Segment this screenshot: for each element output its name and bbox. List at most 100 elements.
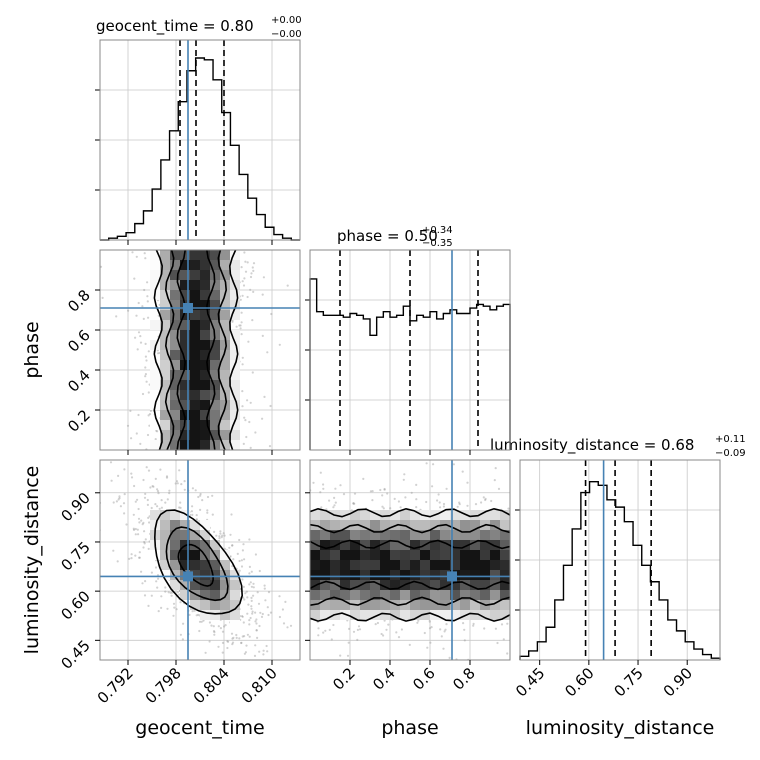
density-cell bbox=[470, 520, 480, 530]
sample-point bbox=[415, 483, 418, 486]
density-cell bbox=[470, 530, 480, 540]
sample-point bbox=[281, 608, 284, 611]
sample-point bbox=[241, 635, 244, 638]
density-cell bbox=[220, 430, 230, 440]
sample-point bbox=[240, 641, 243, 645]
density-cell bbox=[210, 340, 220, 350]
sample-point bbox=[179, 506, 182, 509]
contour-line bbox=[153, 250, 164, 450]
density-cell bbox=[420, 560, 430, 570]
density-cell bbox=[320, 580, 330, 590]
title-upper-error: +0.11 bbox=[715, 434, 746, 445]
sample-point bbox=[437, 493, 440, 496]
sample-point bbox=[379, 488, 382, 492]
sample-point bbox=[147, 547, 150, 551]
density-cell bbox=[220, 560, 230, 570]
density-cell bbox=[430, 570, 440, 580]
density-cell bbox=[200, 420, 210, 430]
density-cell bbox=[310, 530, 320, 540]
density-cell bbox=[310, 560, 320, 570]
density-cell bbox=[190, 550, 200, 560]
sample-point bbox=[369, 490, 372, 493]
density-cell bbox=[160, 550, 170, 560]
density-cell bbox=[180, 440, 190, 450]
x-tick-label: 0.810 bbox=[238, 664, 281, 707]
density-cell bbox=[390, 510, 400, 520]
sample-point bbox=[194, 489, 197, 492]
density-cell bbox=[490, 530, 500, 540]
density-cell bbox=[440, 580, 450, 590]
density-cell bbox=[440, 590, 450, 600]
sample-point bbox=[255, 622, 258, 625]
sample-point bbox=[266, 650, 269, 653]
sample-point bbox=[210, 624, 213, 627]
sample-point bbox=[254, 611, 257, 614]
sample-point bbox=[346, 654, 350, 657]
sample-point bbox=[242, 284, 246, 287]
sample-point bbox=[506, 622, 509, 625]
density-cell bbox=[450, 550, 460, 560]
density-cell bbox=[170, 570, 180, 580]
density-cell bbox=[170, 330, 180, 340]
sample-point bbox=[397, 500, 400, 503]
sample-point bbox=[432, 463, 435, 466]
sample-point bbox=[231, 544, 234, 547]
sample-point bbox=[284, 600, 287, 604]
sample-point bbox=[477, 709, 479, 711]
density-cell bbox=[170, 290, 180, 300]
sample-point bbox=[252, 594, 255, 597]
sample-point bbox=[383, 619, 386, 622]
density-cell bbox=[380, 600, 390, 610]
density-cell bbox=[210, 420, 220, 430]
density-cell bbox=[410, 530, 420, 540]
sample-point bbox=[249, 275, 253, 279]
density-cell bbox=[350, 570, 360, 580]
sample-point bbox=[423, 631, 426, 635]
density-cell bbox=[190, 410, 200, 420]
density-cell bbox=[200, 310, 210, 320]
sample-point bbox=[142, 317, 145, 320]
density-cell bbox=[180, 520, 190, 530]
density-cell bbox=[320, 570, 330, 580]
sample-point bbox=[249, 581, 252, 584]
density-cell bbox=[390, 530, 400, 540]
density-cell bbox=[230, 380, 240, 390]
density-cell bbox=[220, 550, 230, 560]
sample-point bbox=[158, 507, 161, 510]
density-cell bbox=[160, 400, 170, 410]
sample-point bbox=[241, 390, 244, 393]
density-cell bbox=[310, 510, 320, 520]
sample-point bbox=[242, 442, 245, 445]
sample-point bbox=[156, 430, 159, 433]
sample-point bbox=[244, 592, 247, 595]
density-cell bbox=[160, 380, 170, 390]
density-cell bbox=[170, 350, 180, 360]
sample-point bbox=[428, 627, 432, 630]
sample-point bbox=[223, 534, 226, 537]
sample-point bbox=[193, 609, 196, 612]
sample-point bbox=[239, 324, 242, 327]
density-cell bbox=[190, 400, 200, 410]
density-cell bbox=[200, 380, 210, 390]
density-cell bbox=[170, 390, 180, 400]
density-cell bbox=[180, 260, 190, 270]
sample-point bbox=[263, 395, 266, 398]
density-cell bbox=[410, 550, 420, 560]
sample-point bbox=[235, 633, 238, 637]
sample-point bbox=[235, 325, 238, 328]
sample-point bbox=[206, 495, 210, 499]
density-cell bbox=[390, 600, 400, 610]
sample-point bbox=[243, 635, 246, 638]
sample-point bbox=[483, 627, 486, 630]
density-cell bbox=[230, 590, 240, 600]
sample-point bbox=[126, 424, 130, 427]
sample-point bbox=[312, 481, 315, 484]
density-cell bbox=[230, 390, 240, 400]
sample-point bbox=[238, 559, 241, 563]
sample-point bbox=[130, 553, 133, 556]
sample-point bbox=[131, 251, 134, 254]
sample-point bbox=[454, 451, 456, 453]
density-cell bbox=[460, 520, 470, 530]
density-cell bbox=[190, 370, 200, 380]
density-cell bbox=[340, 570, 350, 580]
